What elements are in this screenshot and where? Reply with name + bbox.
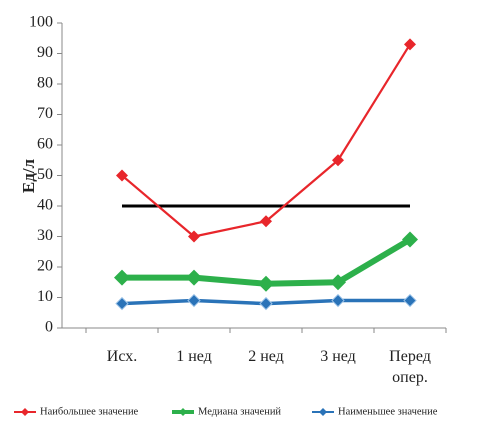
y-tick-label: 0 [45, 319, 53, 336]
x-tick-label: 2 нед [248, 348, 284, 365]
legend-marker [319, 408, 327, 416]
marker [404, 38, 416, 51]
x-tick-label: 3 нед [320, 348, 356, 365]
y-tick-label: 100 [29, 14, 53, 31]
marker [332, 154, 344, 167]
y-tick-label: 10 [37, 288, 53, 305]
marker [186, 269, 202, 286]
y-tick-label: 40 [37, 197, 53, 214]
marker [114, 269, 130, 286]
y-tick-label: 90 [37, 44, 53, 61]
series-line [121, 43, 411, 238]
x-tick-label: Перед опер. [389, 348, 431, 386]
x-tick-label: 1 нед [176, 348, 212, 365]
marker [260, 215, 272, 228]
marker [258, 275, 274, 292]
y-tick-label: 20 [37, 258, 53, 275]
legend-label: Медиана значений [198, 406, 281, 417]
legend-marker [21, 408, 29, 416]
y-tick-label: 60 [37, 136, 53, 153]
y-tick-label: 70 [37, 105, 53, 122]
y-tick-label: 30 [37, 227, 53, 244]
marker [115, 296, 129, 311]
marker [188, 230, 200, 243]
marker [403, 293, 417, 308]
y-axis-label: Ед/л [19, 158, 38, 193]
marker [187, 293, 201, 308]
marker [331, 293, 345, 308]
marker [259, 296, 273, 311]
legend-label: Наибольшее значение [40, 406, 139, 417]
legend-marker [179, 408, 187, 416]
marker [330, 274, 346, 291]
legend-label: Наименьшее значение [338, 406, 438, 417]
y-tick-label: 50 [37, 166, 53, 183]
x-tick-label: Исх. [106, 348, 138, 365]
y-tick-label: 80 [37, 75, 53, 92]
marker [402, 231, 418, 248]
marker [116, 169, 128, 182]
